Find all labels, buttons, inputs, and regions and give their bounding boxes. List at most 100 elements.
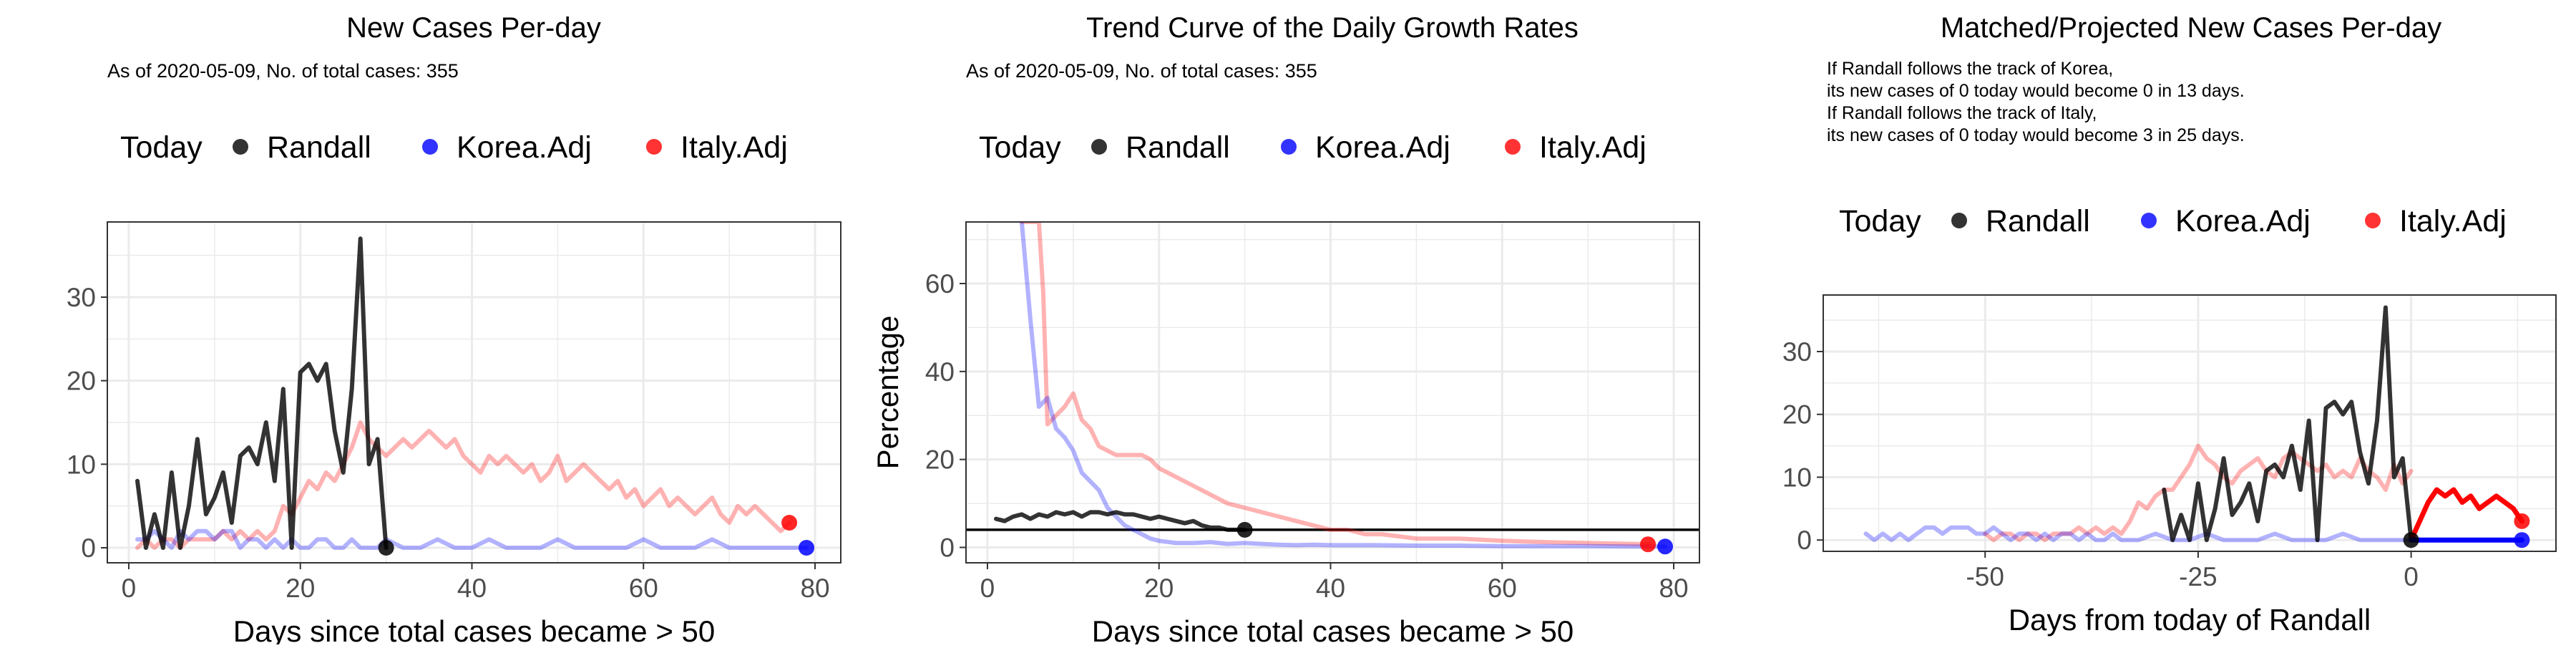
series-line-italy-adj xyxy=(1019,222,1651,547)
series-group xyxy=(135,236,815,556)
series-line-randall xyxy=(994,510,1247,532)
legend-title: Today xyxy=(120,130,203,165)
y-tick-label: 0 xyxy=(940,533,955,563)
series-line-italy-adj xyxy=(1983,443,2414,543)
x-tick-label: 0 xyxy=(2404,562,2419,591)
chart-subtitle-line: As of 2020-05-09, No. of total cases: 35… xyxy=(107,60,459,82)
x-tick-label: -25 xyxy=(2179,562,2217,591)
series-group xyxy=(966,222,1699,555)
today-point-italy-adj xyxy=(781,515,798,531)
y-tick-label: 20 xyxy=(925,445,955,475)
chart-panel-2: Trend Curve of the Daily Growth Rates As … xyxy=(871,12,1700,648)
series-line-korea-adj xyxy=(1019,222,1667,549)
legend-key-korea-adj xyxy=(1281,139,1297,155)
plot-background xyxy=(966,222,1699,563)
today-point-korea-adj xyxy=(1657,538,1674,555)
today-point-italy-adj xyxy=(1640,536,1657,553)
x-tick-label: 60 xyxy=(1488,574,1517,603)
legend-key-italy-adj xyxy=(646,139,662,155)
chart-subtitle-line: As of 2020-05-09, No. of total cases: 35… xyxy=(966,60,1317,82)
x-tick-label: 80 xyxy=(1659,574,1688,603)
x-tick-label: -50 xyxy=(1966,562,2004,591)
legend-title: Today xyxy=(1839,204,1921,238)
y-tick-label: 30 xyxy=(67,283,96,312)
y-tick-label: 10 xyxy=(67,450,96,479)
chart-panel-3: Matched/Projected New Cases Per-day If Ra… xyxy=(1782,12,2557,637)
chart-subtitle: As of 2020-05-09, No. of total cases: 35… xyxy=(966,60,1317,82)
chart-legend: Today Randall Korea.Adj Italy.Adj xyxy=(1839,204,2507,238)
series-line-randall xyxy=(135,236,389,550)
y-tick-label: 40 xyxy=(925,357,955,387)
legend-key-italy-adj xyxy=(2365,213,2381,228)
legend-entry-label: Korea.Adj xyxy=(457,130,592,165)
x-tick-label: 40 xyxy=(1316,574,1345,603)
plot-background xyxy=(107,222,841,563)
plot-border xyxy=(1823,294,2557,552)
x-tick-label: 20 xyxy=(286,574,315,603)
y-tick-label: 60 xyxy=(925,269,955,299)
today-point-randall xyxy=(1236,521,1253,538)
chart-subtitle: If Randall follows the track of Korea, it… xyxy=(1827,59,2245,145)
legend-entry-label: Korea.Adj xyxy=(2175,204,2311,238)
x-axis-label: Days from today of Randall xyxy=(2009,603,2371,637)
y-tick-label: 20 xyxy=(67,367,96,396)
series-line-italy-adj xyxy=(135,420,792,550)
legend-entry-label: Randall xyxy=(1986,204,2090,238)
legend-entry-label: Korea.Adj xyxy=(1315,130,1450,165)
today-point-randall xyxy=(378,540,394,556)
plot-area xyxy=(107,221,841,564)
legend-key-randall xyxy=(1951,213,1967,228)
series-line-italy-adj-projected xyxy=(2409,487,2524,543)
x-axis-label: Days since total cases became > 50 xyxy=(233,614,716,644)
chart-title: Trend Curve of the Daily Growth Rates xyxy=(1086,12,1579,44)
y-tick-label: 30 xyxy=(1782,337,1812,367)
chart-legend: Today Randall Korea.Adj Italy.Adj xyxy=(120,130,788,165)
legend-entry-label: Italy.Adj xyxy=(1539,130,1646,165)
legend-key-korea-adj xyxy=(2141,213,2157,228)
chart-subtitle: As of 2020-05-09, No. of total cases: 35… xyxy=(107,60,459,82)
legend-title: Today xyxy=(979,130,1061,165)
chart-subtitle-line: its new cases of 0 today would become 0 … xyxy=(1827,81,2245,101)
today-point-korea-adj xyxy=(2514,532,2530,548)
chart-subtitle-line: If Randall follows the track of Italy, xyxy=(1827,103,2097,123)
plot-border xyxy=(965,221,1700,564)
legend-key-randall xyxy=(1091,139,1107,155)
legend-entry-label: Randall xyxy=(1126,130,1230,165)
x-tick-label: 0 xyxy=(122,574,137,603)
y-tick-label: 0 xyxy=(1797,526,1812,555)
chart-panel-1: New Cases Per-day As of 2020-05-09, No. o… xyxy=(67,12,841,648)
legend-entry-label: Italy.Adj xyxy=(680,130,788,165)
chart-subtitle-line: its new cases of 0 today would become 3 … xyxy=(1827,125,2245,145)
x-axis-label: Days since total cases became > 50 xyxy=(1092,614,1574,644)
legend-key-italy-adj xyxy=(1505,139,1521,155)
y-tick-label: 0 xyxy=(81,533,96,563)
plot-area xyxy=(1823,294,2557,552)
legend-key-korea-adj xyxy=(422,139,438,155)
y-axis-label: Percentage xyxy=(871,316,904,470)
legend-entry-label: Randall xyxy=(267,130,371,165)
today-point-korea-adj xyxy=(799,540,815,556)
x-tick-label: 60 xyxy=(629,574,658,603)
chart-title: Matched/Projected New Cases Per-day xyxy=(1941,12,2441,44)
y-tick-label: 10 xyxy=(1782,463,1812,492)
plot-border xyxy=(107,221,841,564)
legend-key-randall xyxy=(233,139,248,155)
x-tick-label: 40 xyxy=(457,574,487,603)
x-tick-label: 80 xyxy=(800,574,829,603)
x-tick-label: 0 xyxy=(980,574,995,603)
plot-background xyxy=(1823,295,2556,551)
chart-subtitle-line: If Randall follows the track of Korea, xyxy=(1827,59,2113,79)
y-tick-label: 20 xyxy=(1782,400,1812,430)
plot-area xyxy=(965,221,1700,564)
today-point-italy-adj xyxy=(2514,513,2530,529)
series-group xyxy=(1863,305,2530,548)
chart-title: New Cases Per-day xyxy=(346,12,601,44)
series-line-korea-adj xyxy=(1863,525,2414,543)
legend-entry-label: Italy.Adj xyxy=(2399,204,2507,238)
chart-legend: Today Randall Korea.Adj Italy.Adj xyxy=(979,130,1646,165)
x-tick-label: 20 xyxy=(1144,574,1174,603)
series-line-randall xyxy=(2162,305,2414,543)
today-point-randall xyxy=(2403,532,2419,548)
